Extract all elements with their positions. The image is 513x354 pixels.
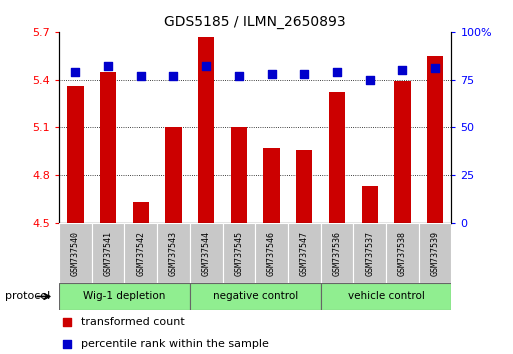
Text: GSM737546: GSM737546 [267, 230, 276, 276]
Text: protocol: protocol [5, 291, 50, 302]
Text: negative control: negative control [212, 291, 298, 302]
Point [136, 73, 145, 79]
Bar [59, 223, 92, 283]
Text: Wig-1 depletion: Wig-1 depletion [83, 291, 166, 302]
Bar [419, 223, 451, 283]
Point [267, 71, 275, 77]
Text: GSM737536: GSM737536 [332, 230, 342, 276]
Text: GSM737544: GSM737544 [202, 230, 211, 276]
Text: GSM737539: GSM737539 [430, 230, 440, 276]
Text: GSM737542: GSM737542 [136, 230, 145, 276]
Bar [321, 283, 451, 310]
Point [71, 69, 80, 75]
Text: transformed count: transformed count [81, 317, 184, 327]
Title: GDS5185 / ILMN_2650893: GDS5185 / ILMN_2650893 [164, 16, 346, 29]
Text: percentile rank within the sample: percentile rank within the sample [81, 339, 268, 349]
Bar [255, 223, 288, 283]
Point [398, 67, 406, 73]
Bar [190, 223, 223, 283]
Bar [59, 283, 190, 310]
Bar [329, 92, 345, 223]
Point [333, 69, 341, 75]
Bar [386, 223, 419, 283]
Text: GSM737545: GSM737545 [234, 230, 243, 276]
Bar [296, 150, 312, 223]
Point [431, 65, 439, 71]
Text: GSM737547: GSM737547 [300, 230, 309, 276]
Bar [223, 223, 255, 283]
Point [169, 73, 177, 79]
Point [366, 77, 374, 82]
Bar [321, 223, 353, 283]
Bar [92, 223, 125, 283]
Point [63, 341, 71, 347]
Point [202, 63, 210, 69]
Bar [100, 72, 116, 223]
Point [235, 73, 243, 79]
Bar [124, 223, 157, 283]
Point [63, 319, 71, 325]
Bar [288, 223, 321, 283]
Text: GSM737541: GSM737541 [104, 230, 112, 276]
Point [300, 71, 308, 77]
Point [104, 63, 112, 69]
Bar [263, 148, 280, 223]
Text: GSM737537: GSM737537 [365, 230, 374, 276]
Text: GSM737543: GSM737543 [169, 230, 178, 276]
Bar [231, 127, 247, 223]
Bar [132, 202, 149, 223]
Bar [394, 81, 410, 223]
Bar [353, 223, 386, 283]
Text: vehicle control: vehicle control [348, 291, 424, 302]
Bar [362, 186, 378, 223]
Bar [67, 86, 84, 223]
Bar [198, 37, 214, 223]
Text: GSM737538: GSM737538 [398, 230, 407, 276]
Text: GSM737540: GSM737540 [71, 230, 80, 276]
Bar [427, 56, 443, 223]
Bar [165, 127, 182, 223]
Bar [190, 283, 321, 310]
Bar [157, 223, 190, 283]
